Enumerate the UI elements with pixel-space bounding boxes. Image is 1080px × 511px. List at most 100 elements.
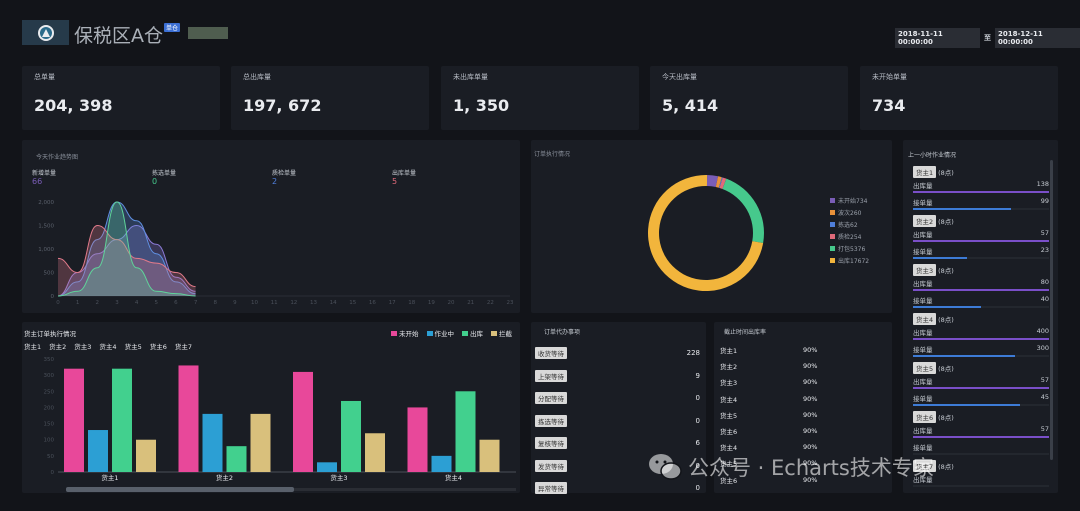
- owner-tag[interactable]: 货主5: [913, 362, 937, 374]
- deadline-owner: 货主1: [720, 347, 738, 356]
- wechat-icon: [649, 454, 682, 480]
- out-row: 出库量 138: [913, 180, 1049, 190]
- trend-panel: 今天作业趋势图 新增单量 66 拣选单量 0 质检单量 2 出库单量 5 0 500 1,0…: [22, 140, 520, 313]
- y-tick-label: 150: [44, 422, 55, 428]
- status-badge: [188, 27, 228, 39]
- owner-tag[interactable]: 货主6: [913, 411, 937, 423]
- owner-tab[interactable]: 货主3: [74, 343, 92, 351]
- owner-tag[interactable]: 货主2: [913, 215, 937, 227]
- out-value: 400: [1036, 327, 1049, 335]
- owner-tab[interactable]: 货主5: [124, 343, 142, 351]
- pending-tag[interactable]: 拣选等待: [535, 414, 567, 427]
- order-status-donut: [648, 175, 764, 291]
- legend-item[interactable]: 出库: [462, 328, 483, 338]
- legend-label: 未开始734: [838, 198, 868, 205]
- legend-swatch: [830, 198, 835, 203]
- owner-block: 货主1 (8点) 出库量 138 接单量 99: [913, 166, 1049, 210]
- kpi-value: 734: [872, 96, 906, 115]
- owner-tag[interactable]: 货主7: [913, 460, 937, 472]
- legend-item: 未开始734: [830, 196, 869, 205]
- deadline-row: 货主5 90%: [720, 455, 885, 471]
- owner-header: 货主7 (8点): [913, 460, 1049, 472]
- date-range[interactable]: 2018-11-11 00:00:00 至 2018-12-11 00:00:0…: [895, 28, 1080, 48]
- pending-value: 6: [695, 439, 700, 448]
- in-bar: [913, 355, 1015, 357]
- bar: [407, 407, 428, 472]
- header: 保税区A仓 单仓 2018-11-11 00:00:00 至 2018-12-1…: [0, 0, 1080, 60]
- donut-slice: [706, 175, 719, 188]
- kpi-card-total-orders: 总单量 204, 398: [22, 66, 220, 130]
- y-tick-label: 1,000: [38, 247, 54, 253]
- owner-tab[interactable]: 货主1: [24, 343, 42, 351]
- donut-slice: [719, 177, 727, 189]
- out-bar-track: [913, 240, 1049, 242]
- metric-value: 66: [32, 177, 43, 186]
- pending-tag[interactable]: 发货等待: [535, 459, 567, 472]
- in-bar: [913, 306, 981, 308]
- pending-title: 订单代办事项: [544, 329, 581, 336]
- x-tick-label: 货主4: [445, 473, 462, 482]
- legend-item[interactable]: 未开始: [391, 328, 419, 338]
- out-value: 57: [1040, 425, 1049, 433]
- metric-label: 新增单量: [32, 170, 57, 177]
- pending-value: 0: [695, 484, 700, 493]
- pending-tag[interactable]: 上架等待: [535, 369, 567, 382]
- out-value: 57: [1040, 376, 1049, 384]
- owner-tag[interactable]: 货主1: [913, 166, 937, 178]
- out-bar: [913, 240, 1049, 242]
- in-bar-track: [913, 453, 1049, 455]
- pending-tag[interactable]: 复核等待: [535, 437, 567, 450]
- kpi-value: 5, 414: [662, 96, 719, 115]
- owner-header: 货主4 (8点): [913, 313, 1049, 325]
- x-tick-label: 货主1: [101, 473, 118, 482]
- bar: [365, 433, 385, 472]
- out-value: 138: [1036, 180, 1049, 188]
- in-label: 接单量: [913, 444, 933, 452]
- warehouse-logo-icon: [22, 20, 69, 45]
- y-tick-label: 500: [44, 271, 55, 277]
- legend-label: 打包5376: [838, 246, 866, 253]
- in-row: 接单量: [913, 442, 1049, 452]
- owner-tab[interactable]: 货主2: [49, 343, 67, 351]
- in-row: 接单量 99: [913, 197, 1049, 207]
- metric-value: 5: [392, 177, 398, 186]
- owner-time: (8点): [938, 316, 954, 324]
- owner-tab[interactable]: 货主6: [149, 343, 167, 351]
- deadline-owner: 货主6: [720, 428, 738, 437]
- out-bar-track: [913, 338, 1049, 340]
- owner-block: 货主6 (8点) 出库量 57 接单量: [913, 411, 1049, 455]
- out-label: 出库量: [913, 476, 933, 484]
- date-to[interactable]: 2018-12-11 00:00:00: [995, 28, 1080, 48]
- pending-row: 上架等待 9: [535, 365, 703, 388]
- x-tick-label: 17: [389, 300, 396, 306]
- metric-label: 拣选单量: [152, 170, 177, 177]
- pending-value: 228: [686, 349, 700, 358]
- in-bar-track: [913, 208, 1049, 210]
- deadline-owner: 货主4: [720, 395, 738, 404]
- out-bar-track: [913, 191, 1049, 193]
- watermark: 公众号 · Echarts技术专家: [648, 452, 934, 482]
- trend-line-3: [57, 201, 196, 297]
- y-tick-label: 1,500: [38, 224, 54, 230]
- hourly-list[interactable]: 货主1 (8点) 出库量 138 接单量 99 货主2 (8点) 出库量 57 接单量 23 货主3 (8…: [913, 166, 1049, 493]
- pending-tag[interactable]: 分配等待: [535, 392, 567, 405]
- out-bar-track: [913, 436, 1049, 438]
- kpi-label: 未开始单量: [872, 73, 907, 81]
- pending-tag[interactable]: 异常等待: [535, 482, 567, 495]
- legend-item[interactable]: 拦截: [491, 328, 512, 338]
- owner-tab[interactable]: 货主4: [99, 343, 117, 351]
- owner-tag[interactable]: 货主3: [913, 264, 937, 276]
- owner-tab[interactable]: 货主7: [174, 343, 192, 351]
- x-tick-label: 货主3: [330, 473, 347, 482]
- date-from[interactable]: 2018-11-11 00:00:00: [895, 28, 980, 48]
- deadline-owner: 货主3: [720, 379, 738, 388]
- scrollbar[interactable]: [1050, 160, 1053, 460]
- pending-value: 0: [695, 394, 700, 403]
- owner-tag[interactable]: 货主4: [913, 313, 937, 325]
- legend-item[interactable]: 作业中: [426, 328, 454, 338]
- y-tick-label: 350: [44, 357, 55, 363]
- owner-header: 货主2 (8点): [913, 215, 1049, 227]
- pending-tag[interactable]: 收货等待: [535, 347, 567, 360]
- chart-scroll-handle[interactable]: [66, 487, 294, 492]
- x-tick-label: 2: [96, 300, 100, 306]
